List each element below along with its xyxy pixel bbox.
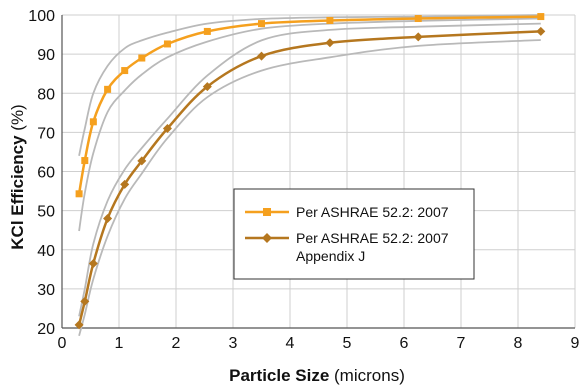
series-1-bound-upper [78,14,541,156]
series-2-line [77,30,541,326]
series-group [74,13,546,330]
series-1-point [163,40,171,48]
y-tick-label: 70 [37,125,55,142]
series-1-point [537,13,545,21]
legend-box [233,188,475,280]
x-tick-label: 2 [172,335,181,352]
x-axis-title-main: Particle Size [229,366,329,385]
series-2-point [88,258,98,268]
series-1-point [75,190,83,198]
series-2-point [120,179,130,189]
x-tick-label: 9 [571,335,580,352]
series-1-point [104,85,112,93]
y-tick-label: 80 [37,86,55,103]
series-1-point [81,157,89,165]
series-2-point [536,26,546,36]
x-tick-label: 7 [457,335,466,352]
y-axis-title-unit: (%) [8,104,27,135]
series-1-bound-lower [78,17,541,232]
legend: Per ASHRAE 52.2: 2007 Per ASHRAE 52.2: 2… [233,188,475,280]
legend-label-1: Per ASHRAE 52.2: 2007 [296,204,449,220]
x-axis-title: Particle Size (microns) [229,366,405,385]
y-tick-label: 100 [28,8,55,25]
tick-labels: 20 30 40 50 60 70 80 90 100 0 1 2 3 4 5 6 7 8 9 [28,8,579,352]
series-2-point [137,156,147,166]
series-1-point [121,67,129,75]
x-tick-label: 6 [400,335,409,352]
y-tick-label: 30 [37,282,55,299]
y-tick-label: 90 [37,47,55,64]
x-tick-label: 0 [58,335,67,352]
x-tick-label: 4 [286,335,295,352]
series-1-point [138,54,146,62]
series-2-point [257,51,266,61]
x-tick-label: 8 [514,335,523,352]
series-2-point [202,82,212,92]
x-tick-label: 1 [115,335,124,352]
series-1-point [414,15,422,23]
x-axis-title-unit: (microns) [329,366,405,385]
series-2-point [162,123,172,133]
y-tick-label: 20 [37,321,55,338]
confidence-bounds [78,14,541,337]
series-2-bound-lower [78,39,541,337]
series-1-point [326,16,334,24]
series-2-point [413,32,423,42]
y-axis-title-main: KCl Efficiency [8,135,27,250]
x-tick-label: 3 [229,335,238,352]
legend-swatch-marker-2 [262,233,272,243]
x-tick-label: 5 [343,335,352,352]
y-tick-label: 50 [37,204,55,221]
y-axis-title: KCl Efficiency (%) [8,104,27,249]
series-1-point [258,20,265,28]
legend-label-2: Per ASHRAE 52.2: 2007 [296,230,449,246]
series-2-point [80,296,90,306]
legend-swatch-marker-1 [263,208,271,216]
series-2-point [74,320,84,330]
series-1-point [203,27,211,35]
series-2-bound-upper [78,22,541,317]
series-1-point [89,118,97,126]
legend-label-2-line2: Appendix J [296,248,365,264]
series-2-point [103,213,113,223]
grid [61,14,576,329]
y-tick-label: 40 [37,243,55,260]
y-tick-label: 60 [37,165,55,182]
series-2-point [325,38,335,48]
